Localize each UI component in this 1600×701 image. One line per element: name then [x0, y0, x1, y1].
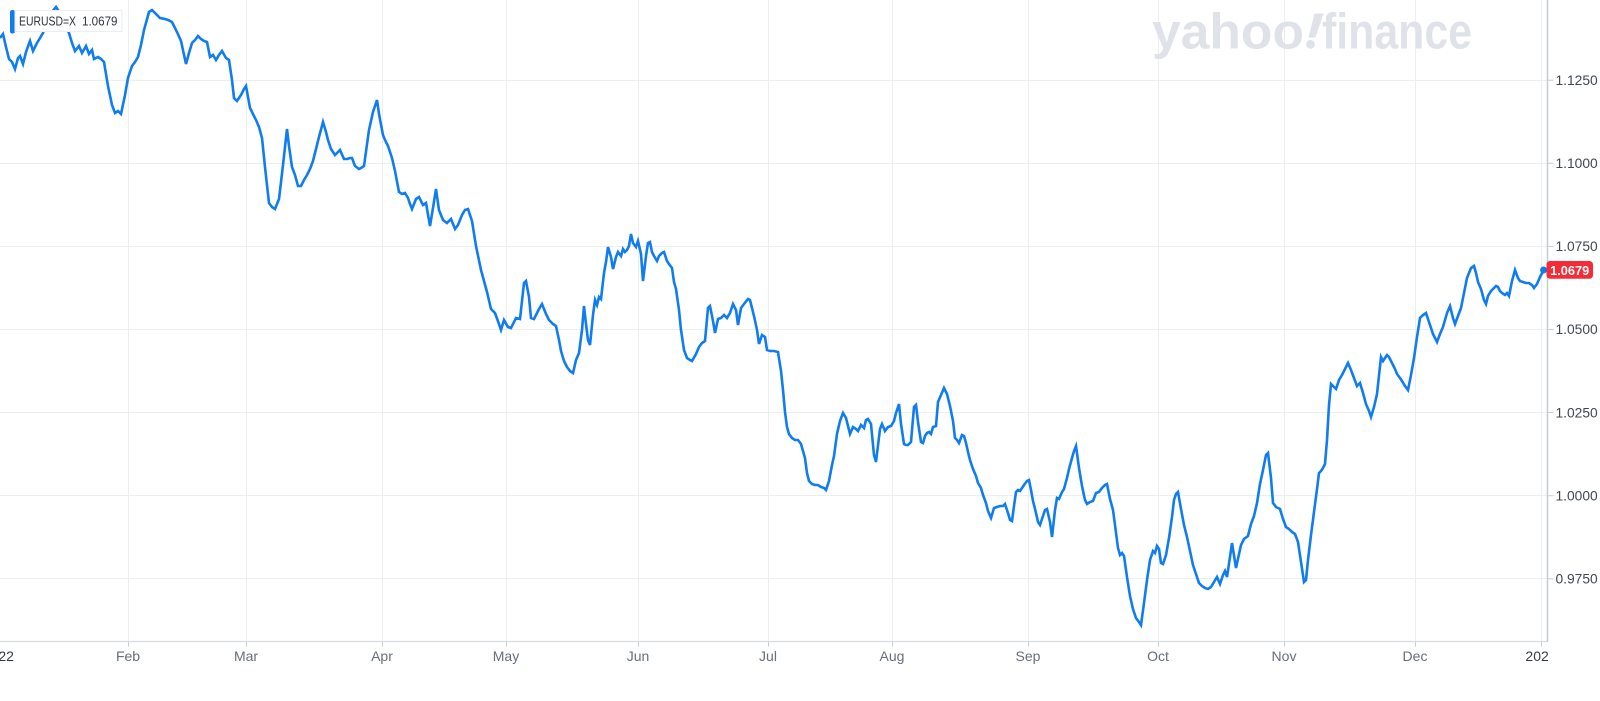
svg-text:May: May	[493, 648, 519, 664]
svg-text:Feb: Feb	[116, 648, 140, 664]
svg-text:2022: 2022	[0, 648, 14, 664]
svg-text:Jun: Jun	[627, 648, 650, 664]
svg-text:1.0500: 1.0500	[1556, 322, 1599, 337]
svg-text:Dec: Dec	[1403, 648, 1428, 664]
svg-text:Sep: Sep	[1016, 648, 1041, 664]
svg-text:1.1250: 1.1250	[1556, 73, 1599, 88]
svg-text:Apr: Apr	[371, 648, 393, 664]
svg-text:Nov: Nov	[1272, 648, 1297, 664]
svg-text:1.0250: 1.0250	[1556, 405, 1599, 420]
svg-text:1.1000: 1.1000	[1556, 156, 1599, 171]
svg-text:1.0679: 1.0679	[1550, 263, 1589, 278]
svg-text:Aug: Aug	[880, 648, 905, 664]
svg-text:Jul: Jul	[759, 648, 777, 664]
svg-text:Mar: Mar	[234, 648, 258, 664]
svg-text:Oct: Oct	[1147, 648, 1169, 664]
svg-text:finance: finance	[1322, 4, 1472, 60]
svg-text:0.9750: 0.9750	[1556, 572, 1599, 587]
svg-text:2023: 2023	[1525, 648, 1556, 664]
svg-text:1.0679: 1.0679	[82, 14, 118, 28]
svg-text:yahoo: yahoo	[1152, 4, 1304, 60]
svg-text:1.0000: 1.0000	[1556, 488, 1599, 503]
svg-text:EURUSD=X: EURUSD=X	[19, 14, 76, 28]
svg-text:1.0750: 1.0750	[1556, 239, 1599, 254]
